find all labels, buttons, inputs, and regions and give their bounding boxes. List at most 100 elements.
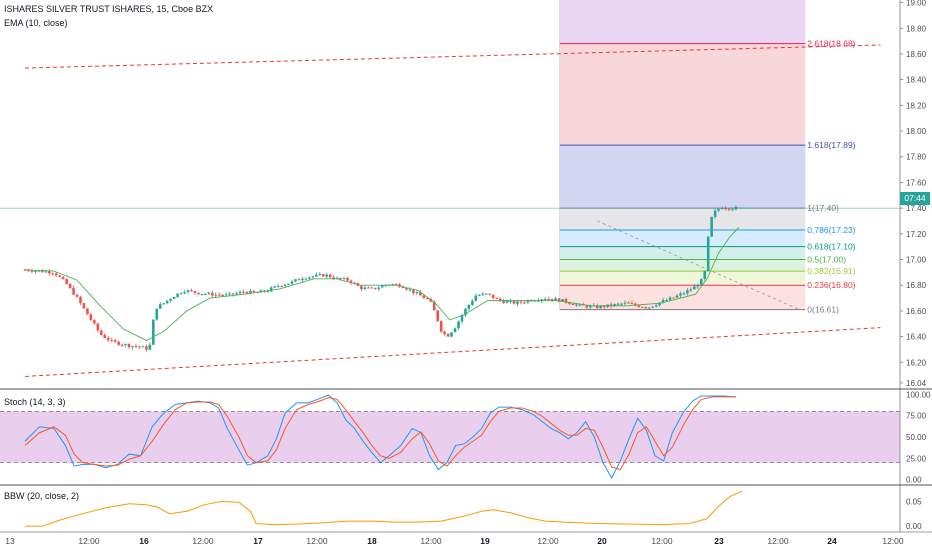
candle-body (96, 323, 100, 331)
candle-body (41, 270, 44, 273)
stoch-k-line (24, 394, 736, 480)
fib-zone-1 (559, 208, 806, 230)
fib-diagonal (597, 220, 800, 310)
candle-body (495, 298, 498, 300)
fib-zone-0.618 (559, 246, 806, 260)
candle-body (436, 310, 439, 321)
candle-body (679, 293, 682, 296)
candle-body (439, 320, 443, 332)
candle-body (332, 277, 335, 279)
candle-body (543, 298, 547, 300)
candle-body (86, 308, 89, 315)
candle-body (325, 274, 329, 277)
candle-body (484, 293, 488, 295)
candle-body (311, 276, 315, 278)
candle-body (446, 333, 450, 337)
time-tick-label: 12:00 (767, 536, 789, 546)
stoch-band (0, 411, 900, 463)
candle-body (561, 299, 564, 302)
candle-body (79, 296, 82, 304)
candle-body (408, 289, 412, 291)
candle-body (89, 314, 93, 320)
ema-legend[interactable]: EMA (10, close) (4, 18, 68, 28)
price-tick-label: 17.40 (906, 204, 927, 213)
candle-body (464, 308, 467, 316)
candle-body (204, 293, 207, 295)
candle-body (280, 285, 283, 287)
candle-body (183, 292, 186, 294)
candle-body (93, 319, 96, 324)
candle-body (179, 293, 183, 295)
candle-body (190, 290, 193, 292)
time-tick-label: 17 (253, 536, 263, 546)
stoch-tick-label: 25.00 (906, 454, 927, 463)
candle-body (301, 278, 304, 280)
candle-body (398, 284, 401, 287)
stoch-legend[interactable]: Stoch (14, 3, 3) (4, 397, 66, 407)
time-tick-label: 19 (480, 536, 490, 546)
candle-body (488, 293, 492, 295)
candle-body (308, 277, 311, 279)
candle-body (321, 274, 325, 277)
candle-body (637, 305, 641, 308)
candle-body (693, 286, 696, 290)
stoch-tick-label: 75.00 (906, 412, 927, 421)
candle-body (547, 298, 550, 300)
candle-body (380, 285, 384, 288)
fib-label-0.618: 0.618(17.10) (807, 242, 855, 252)
candle-body (422, 295, 426, 299)
candle-body (75, 294, 79, 297)
candle-body (68, 284, 72, 288)
price-tick-label: 17.20 (906, 230, 927, 239)
candle-body (162, 303, 166, 305)
candle-body (221, 295, 224, 297)
candle-body (419, 292, 422, 296)
time-tick-label: 23 (714, 536, 724, 546)
candle-body (200, 293, 204, 295)
candle-body (672, 297, 675, 299)
candle-body (197, 292, 200, 295)
candle-body (557, 298, 561, 302)
fib-zone-0.5 (559, 259, 806, 272)
candle-body (432, 301, 436, 311)
fib-zone-0.382 (559, 271, 806, 286)
price-tick-label: 18.80 (906, 24, 927, 33)
symbol-title[interactable]: ISHARES SILVER TRUST ISHARES, 15, Cboe B… (4, 4, 214, 14)
time-tick-label: 12:00 (78, 536, 100, 546)
time-axis[interactable]: 13 12:00 16 12:00 17 12:00 18 12:00 19 12:00 20 12:… (5, 536, 904, 546)
candle-body (82, 303, 86, 309)
trend-lines[interactable] (24, 44, 881, 377)
candle-body (152, 319, 155, 345)
candle-body (699, 278, 703, 286)
stoch-tick-label: 0.00 (906, 476, 922, 485)
candle-body (627, 302, 630, 304)
time-tick-label: 12:00 (420, 536, 442, 546)
price-tick-label: 16.40 (906, 333, 927, 342)
candle-body (58, 275, 61, 277)
time-tick-label: 12:00 (651, 536, 673, 546)
last-price-badge: 07:44 (900, 192, 930, 205)
candle-body (457, 321, 460, 329)
fib-label-0.786: 0.786(17.23) (807, 225, 855, 235)
candle-body (148, 344, 152, 350)
candle-body (318, 274, 322, 276)
candle-body (502, 300, 505, 303)
candle-body (61, 276, 65, 280)
price-tick-label: 16.80 (906, 281, 927, 290)
candle-body (367, 287, 370, 289)
ema-10-line (24, 227, 740, 341)
candle-body (120, 344, 124, 346)
price-tick-label: 17.80 (906, 153, 927, 162)
candle-body (276, 285, 280, 287)
candle-body (717, 208, 720, 211)
bbw-legend[interactable]: BBW (20, close, 2) (4, 491, 80, 501)
candle-body (176, 293, 179, 297)
candle-body (599, 305, 602, 309)
fibonacci-retracement[interactable]: 0(16.61) 0.236(16.80) 0.382(16.91)0.5(17.0… (559, 0, 856, 315)
candle-body (391, 284, 394, 286)
candle-body (297, 279, 301, 281)
time-tick-label: 16 (139, 536, 149, 546)
candle-body (141, 346, 145, 348)
candle-body (516, 301, 519, 304)
